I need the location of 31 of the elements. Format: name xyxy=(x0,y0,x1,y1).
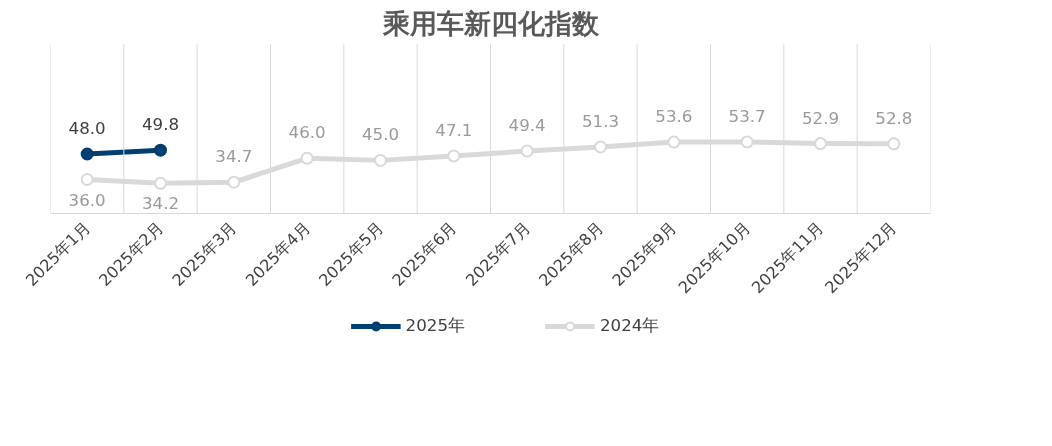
data-label: 51.3 xyxy=(581,111,620,131)
data-label: 36.0 xyxy=(68,190,106,210)
legend-label: 2024年 xyxy=(600,315,660,337)
point xyxy=(520,144,534,158)
data-label: 53.7 xyxy=(728,106,766,126)
data-label: 52.8 xyxy=(875,108,913,128)
point xyxy=(154,143,167,157)
point xyxy=(740,135,754,149)
point xyxy=(300,151,314,165)
data-label: 49.4 xyxy=(508,116,546,136)
data-label: 34.7 xyxy=(215,147,253,167)
chart-title: 乘用车新四化指数 xyxy=(381,7,600,39)
legend-label: 2025年 xyxy=(405,315,465,337)
point xyxy=(80,173,94,186)
data-label: 46.0 xyxy=(288,123,326,143)
point xyxy=(887,137,901,151)
point xyxy=(374,153,387,167)
data-label: 45.0 xyxy=(361,125,400,145)
point xyxy=(227,175,241,189)
data-label: 53.6 xyxy=(655,107,693,127)
data-label: 47.1 xyxy=(435,120,473,140)
point xyxy=(447,149,461,163)
data-label: 52.9 xyxy=(801,108,840,128)
data-label: 34.2 xyxy=(141,194,180,214)
point xyxy=(594,140,607,154)
point xyxy=(80,147,94,161)
data-label: 49.8 xyxy=(141,115,180,135)
point xyxy=(154,176,167,190)
point xyxy=(667,135,681,149)
point xyxy=(814,137,827,151)
data-label: 48.0 xyxy=(68,119,106,138)
